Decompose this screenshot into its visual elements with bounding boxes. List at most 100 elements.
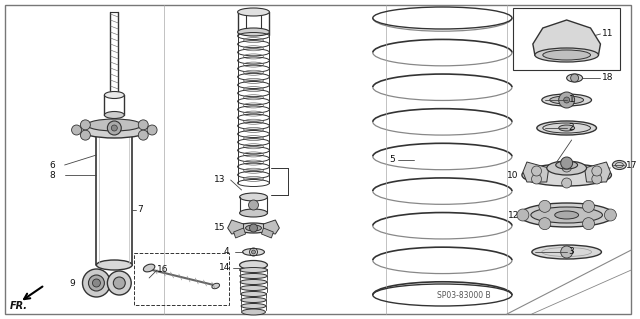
Ellipse shape	[239, 193, 268, 201]
Ellipse shape	[87, 119, 141, 131]
Ellipse shape	[240, 273, 267, 278]
Circle shape	[81, 120, 90, 130]
Circle shape	[592, 166, 602, 176]
Circle shape	[539, 200, 551, 212]
Text: 1: 1	[569, 95, 574, 105]
Circle shape	[252, 250, 255, 254]
Circle shape	[561, 246, 573, 258]
Ellipse shape	[556, 161, 577, 169]
Polygon shape	[262, 228, 273, 238]
Ellipse shape	[532, 245, 602, 259]
Ellipse shape	[543, 50, 591, 60]
Ellipse shape	[212, 283, 220, 289]
Ellipse shape	[236, 223, 271, 233]
Circle shape	[582, 200, 595, 212]
Text: 10: 10	[508, 170, 519, 180]
Circle shape	[532, 174, 541, 184]
Circle shape	[81, 130, 90, 140]
Circle shape	[111, 125, 117, 131]
Circle shape	[250, 224, 257, 232]
Ellipse shape	[243, 249, 264, 256]
Ellipse shape	[241, 298, 266, 302]
Text: 17: 17	[627, 160, 638, 169]
Ellipse shape	[241, 286, 267, 291]
Ellipse shape	[240, 279, 267, 285]
Polygon shape	[523, 162, 548, 182]
Text: 4: 4	[224, 248, 229, 256]
Ellipse shape	[519, 203, 614, 227]
Ellipse shape	[522, 164, 611, 186]
Text: 15: 15	[214, 224, 225, 233]
Bar	[513, 8, 620, 70]
Ellipse shape	[79, 122, 149, 138]
Circle shape	[559, 92, 575, 108]
Text: FR.: FR.	[10, 301, 28, 311]
Ellipse shape	[104, 112, 124, 118]
Ellipse shape	[239, 268, 268, 272]
Circle shape	[92, 279, 100, 287]
Circle shape	[532, 166, 541, 176]
Circle shape	[138, 130, 148, 140]
Ellipse shape	[241, 292, 266, 296]
Ellipse shape	[241, 309, 266, 315]
Ellipse shape	[531, 207, 602, 223]
Circle shape	[113, 277, 125, 289]
Text: 14: 14	[219, 263, 230, 272]
Circle shape	[83, 269, 110, 297]
Ellipse shape	[104, 92, 124, 99]
Circle shape	[248, 200, 259, 210]
Text: 3: 3	[569, 248, 574, 256]
Text: 9: 9	[70, 278, 76, 287]
Text: 7: 7	[137, 205, 143, 214]
Circle shape	[147, 125, 157, 135]
Circle shape	[72, 125, 81, 135]
Circle shape	[564, 97, 570, 103]
Circle shape	[562, 178, 572, 188]
Text: 12: 12	[508, 211, 519, 219]
Ellipse shape	[535, 48, 598, 62]
Text: 18: 18	[602, 73, 614, 83]
Ellipse shape	[612, 160, 627, 169]
Ellipse shape	[547, 161, 586, 175]
Text: 5: 5	[390, 155, 396, 165]
Ellipse shape	[97, 260, 132, 270]
Text: 11: 11	[602, 29, 614, 39]
Circle shape	[108, 271, 131, 295]
Ellipse shape	[542, 94, 591, 106]
Ellipse shape	[239, 209, 268, 217]
Text: 2: 2	[569, 123, 574, 132]
Ellipse shape	[555, 211, 579, 219]
Bar	[134, 253, 228, 305]
Ellipse shape	[559, 125, 575, 131]
Ellipse shape	[537, 121, 596, 135]
Circle shape	[562, 162, 572, 172]
Ellipse shape	[241, 303, 266, 308]
Ellipse shape	[550, 96, 584, 104]
Ellipse shape	[237, 28, 269, 36]
Ellipse shape	[239, 261, 268, 270]
Ellipse shape	[143, 264, 155, 272]
Circle shape	[517, 209, 529, 221]
Polygon shape	[584, 162, 611, 182]
Polygon shape	[228, 220, 244, 234]
Polygon shape	[234, 228, 246, 238]
Circle shape	[539, 218, 551, 230]
Ellipse shape	[246, 225, 262, 231]
Text: 13: 13	[214, 175, 225, 184]
Circle shape	[592, 174, 602, 184]
Circle shape	[571, 74, 579, 82]
Circle shape	[88, 275, 104, 291]
Circle shape	[108, 121, 122, 135]
Text: 6: 6	[50, 160, 56, 169]
Circle shape	[138, 120, 148, 130]
Text: SP03-83000 B: SP03-83000 B	[437, 291, 491, 300]
Ellipse shape	[566, 74, 582, 82]
Ellipse shape	[237, 8, 269, 16]
Text: 16: 16	[157, 265, 168, 275]
Circle shape	[561, 157, 573, 169]
Text: 8: 8	[50, 170, 56, 180]
Polygon shape	[264, 220, 279, 234]
Polygon shape	[533, 20, 600, 55]
Circle shape	[582, 218, 595, 230]
Circle shape	[604, 209, 616, 221]
